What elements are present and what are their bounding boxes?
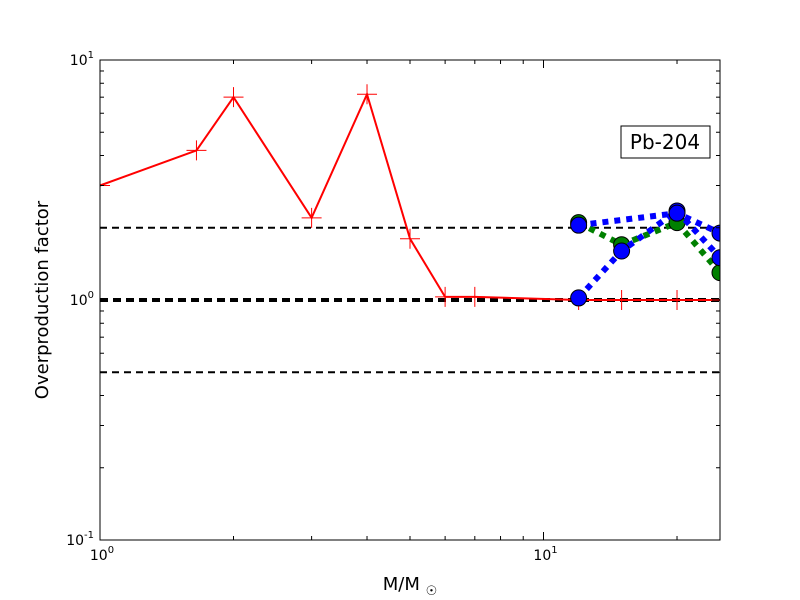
data-point	[464, 286, 485, 307]
data-series	[100, 84, 720, 310]
x-tick-label: 100	[90, 545, 114, 564]
data-point	[186, 140, 207, 161]
annotation-box: Pb-204	[620, 125, 711, 159]
data-point	[223, 87, 244, 108]
series	[100, 84, 720, 310]
data-point	[611, 290, 632, 310]
data-point	[668, 204, 686, 222]
data-point	[711, 264, 720, 282]
data-point	[570, 216, 588, 234]
y-axis-label: Overproduction factor	[32, 200, 53, 399]
data-point	[711, 249, 720, 267]
x-axis-label-subscript: ☉	[426, 584, 438, 599]
data-point	[357, 84, 378, 105]
data-point	[301, 207, 322, 228]
data-point	[435, 286, 456, 307]
reference-lines	[100, 226, 720, 374]
data-point	[400, 228, 420, 249]
axis-ticks	[99, 60, 720, 541]
data-point	[613, 242, 631, 260]
series-line	[576, 206, 720, 300]
y-tick-label: 100	[70, 290, 94, 309]
data-point	[570, 289, 588, 307]
y-tick-label: 10-1	[66, 530, 94, 549]
data-point	[100, 175, 110, 196]
data-point	[711, 224, 720, 242]
data-point	[667, 290, 688, 310]
annotation-text: Pb-204	[630, 130, 700, 154]
series-line	[577, 219, 720, 275]
x-axis-label: M/M ☉	[383, 574, 438, 599]
series	[570, 204, 720, 242]
x-tick-label: 101	[533, 545, 557, 564]
y-tick-label: 101	[70, 50, 94, 69]
